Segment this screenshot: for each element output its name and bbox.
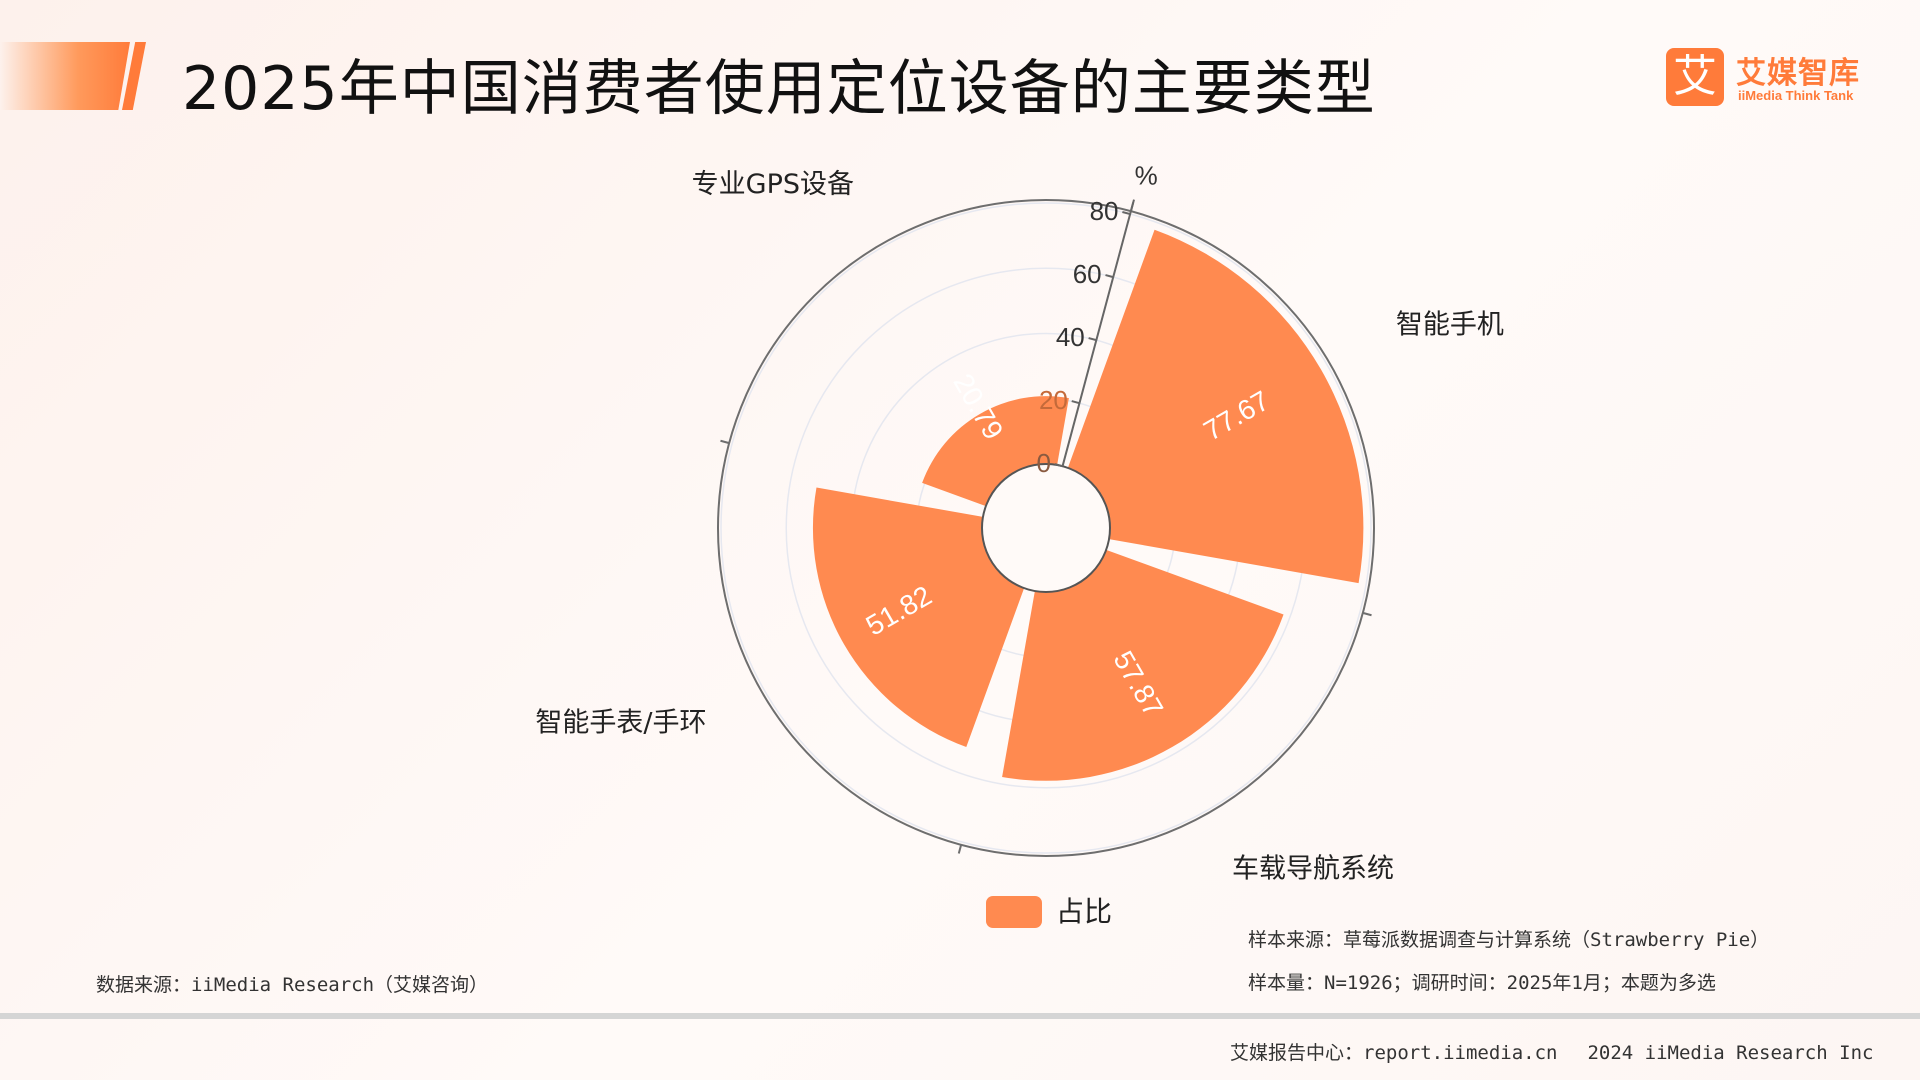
- sample-source-note: 样本来源：草莓派数据调查与计算系统（Strawberry Pie）: [1248, 929, 1770, 951]
- radial-tick: [1122, 211, 1131, 216]
- polar-bar-sector[interactable]: [1002, 549, 1284, 781]
- radial-tick: [1071, 400, 1080, 405]
- category-label: 智能手机: [1396, 310, 1504, 341]
- radial-tick-label: 40: [1056, 322, 1085, 352]
- angle-tick: [957, 844, 963, 854]
- page-title: 2025年中国消费者使用定位设备的主要类型: [182, 54, 1376, 124]
- angle-tick: [1362, 611, 1372, 617]
- data-source-note: 数据来源：iiMedia Research（艾媒咨询）: [96, 974, 489, 996]
- header-accent-bar: [0, 42, 130, 110]
- radial-tick-label: 60: [1073, 259, 1102, 289]
- radial-tick: [1054, 463, 1063, 468]
- footer-divider: [0, 1013, 1920, 1019]
- legend-swatch: [986, 896, 1042, 928]
- angle-tick: [720, 439, 730, 445]
- footer-copyright: 2024 iiMedia Research Inc: [1587, 1042, 1874, 1064]
- polar-bar-sector[interactable]: [1067, 229, 1364, 584]
- category-label: 智能手表/手环: [535, 708, 706, 739]
- category-label: 专业GPS设备: [692, 169, 854, 200]
- iimedia-logo: 艾 艾媒智库 iiMedia Think Tank: [1666, 46, 1866, 110]
- radial-axis-line: [1061, 199, 1135, 467]
- radial-tick-label: 80: [1090, 196, 1119, 226]
- radial-tick-label: 0: [1037, 448, 1051, 478]
- grid-circle: [720, 202, 1372, 854]
- logo-name-cn: 艾媒智库: [1736, 56, 1860, 91]
- outer-angle-axis: [717, 199, 1375, 857]
- logo-name-en: iiMedia Think Tank: [1738, 88, 1854, 103]
- sample-size-note: 样本量：N=1926；调研时间：2025年1月；本题为多选: [1248, 972, 1716, 994]
- footer: 艾媒报告中心：report.iimedia.cn 2024 iiMedia Res…: [1230, 1038, 1903, 1065]
- radial-tick-label: 20: [1039, 385, 1068, 415]
- footer-report-center: 艾媒报告中心：report.iimedia.cn: [1230, 1042, 1558, 1064]
- polar-bar-sector[interactable]: [812, 487, 1025, 748]
- radial-tick: [1105, 274, 1114, 279]
- radial-tick: [1088, 337, 1097, 342]
- legend-label: 占比: [1056, 895, 1113, 928]
- radial-unit-label: %: [1135, 160, 1158, 190]
- logo-mark-icon: 艾: [1666, 48, 1724, 106]
- polar-bar-sector[interactable]: [922, 396, 1069, 507]
- chart-radial-axis: 0 20 40 60 80%: [1037, 160, 1158, 478]
- category-label: 车载导航系统: [1232, 854, 1394, 885]
- chart-bars: [812, 229, 1364, 781]
- inner-hole: [981, 463, 1111, 593]
